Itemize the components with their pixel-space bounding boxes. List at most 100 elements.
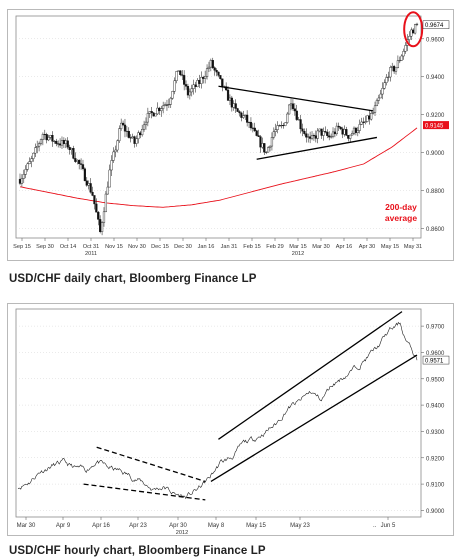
candle-body (398, 60, 401, 62)
candle-body (97, 211, 100, 220)
candle-body (295, 110, 298, 120)
y-tick-label: 0.9400 (426, 75, 445, 81)
candle-body (251, 127, 254, 129)
candle-body (51, 135, 54, 142)
candle-body (379, 93, 382, 99)
candle-body (276, 125, 279, 130)
candle-body (385, 77, 388, 83)
candle-body (404, 45, 407, 52)
candle-body (24, 169, 27, 175)
candle-body (364, 121, 367, 123)
candle-body (215, 70, 218, 73)
candle-body (167, 104, 170, 106)
y-tick-label: 0.9200 (426, 113, 445, 119)
candle-body (188, 91, 191, 96)
candle-body (288, 104, 291, 115)
candle-body (177, 70, 180, 72)
candle-body (221, 78, 224, 88)
candle-body (139, 132, 142, 136)
candle-body (121, 122, 125, 126)
candle-body (358, 124, 361, 131)
candle-body (202, 77, 205, 79)
candle-body (391, 66, 394, 68)
candle-body (127, 130, 130, 138)
candle-body (356, 130, 359, 133)
candle-body (244, 114, 247, 117)
candle-body (152, 112, 155, 117)
ma-price-box (423, 121, 449, 130)
candle-body (309, 136, 312, 139)
candle-body (175, 71, 178, 81)
candle-body (392, 66, 396, 72)
trendline-channel-lower (210, 354, 418, 483)
candle-body (87, 183, 90, 186)
candle-body (415, 23, 419, 25)
candle-body (123, 124, 127, 132)
candle-body (259, 136, 262, 148)
candle-body (30, 158, 33, 162)
price-line (17, 321, 418, 500)
candle-body (413, 24, 417, 34)
candle-body (330, 136, 333, 138)
candle-body (387, 76, 390, 78)
x-tick-label: Sep 15 (13, 244, 31, 250)
y-tick-label: 0.9000 (426, 509, 445, 515)
candle-body (352, 127, 356, 134)
candle-body (163, 104, 167, 107)
candle-body (209, 60, 212, 68)
x-tick-label: May 23 (290, 523, 310, 529)
candle-body (280, 125, 283, 127)
x-tick-label: Mar 15 (289, 244, 306, 250)
candle-body (394, 67, 398, 72)
candle-body (41, 134, 45, 140)
candle-body (314, 135, 317, 139)
candle-body (230, 97, 233, 108)
candle-body (110, 160, 113, 171)
candle-body (192, 84, 195, 89)
y-tick-label: 0.9300 (426, 430, 445, 436)
x-tick-label: Apr 23 (129, 523, 147, 529)
candle-body (169, 97, 172, 105)
candle-body (347, 135, 350, 139)
candle-body (76, 159, 79, 162)
candle-body (32, 152, 35, 159)
candle-body (372, 112, 375, 114)
x-tick-label: Sep 30 (36, 244, 54, 250)
last-price-label: 0.9571 (425, 358, 444, 364)
candle-body (360, 121, 363, 125)
candle-body (22, 174, 25, 179)
x-tick-label: Nov 15 (105, 244, 123, 250)
plot-area (15, 15, 422, 239)
candle-body (217, 71, 220, 76)
candle-body (389, 67, 392, 78)
candle-body (131, 136, 134, 138)
candle-body (263, 143, 266, 153)
candle-body (289, 103, 293, 106)
candle-body (53, 140, 56, 142)
candle-body (362, 121, 365, 123)
candle-body (303, 131, 306, 134)
candle-body (179, 70, 182, 76)
candle-body (270, 137, 274, 147)
year-label: 2012 (292, 251, 304, 257)
trendline-channel-upper (218, 311, 403, 440)
candle-body (375, 100, 379, 107)
candle-body (242, 115, 245, 118)
x-tick-label: May 31 (404, 244, 422, 250)
candle-body (190, 88, 193, 93)
candle-body (118, 128, 121, 142)
candle-body (331, 131, 335, 137)
candle-body (47, 137, 50, 141)
candle-body (400, 55, 403, 61)
candle-body (26, 163, 29, 170)
candle-body (194, 84, 197, 87)
candle-body (307, 136, 310, 138)
candle-body (236, 108, 239, 112)
candle-body (261, 143, 264, 148)
highlight-circle (403, 11, 424, 48)
candle-body (207, 66, 211, 69)
candle-body (45, 134, 48, 141)
ma-price-label: 0.9145 (425, 124, 444, 130)
y-tick-label: 0.9500 (426, 377, 445, 383)
trendline-wedge-lower (83, 483, 206, 501)
